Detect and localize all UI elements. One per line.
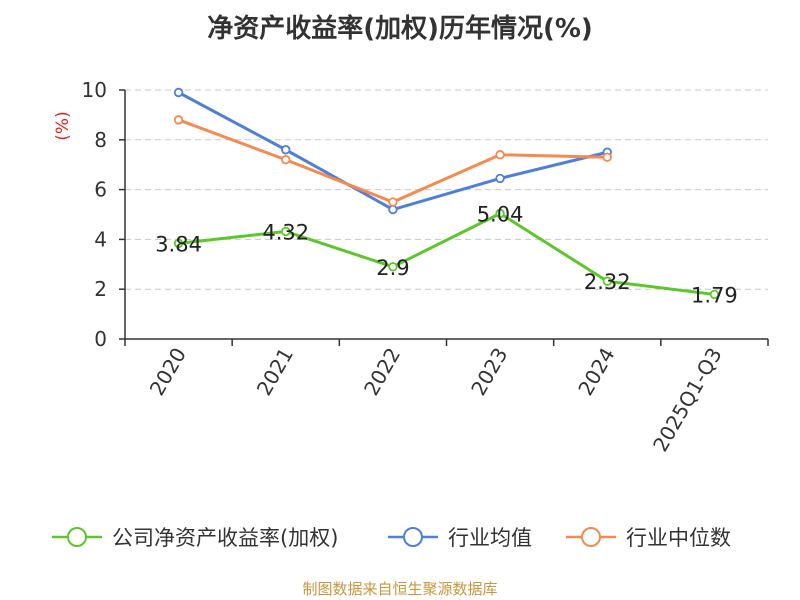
x-tick-label: 2024 xyxy=(573,344,619,400)
y-tick-label: 0 xyxy=(94,327,107,351)
x-tick-label: 2023 xyxy=(466,344,512,400)
x-tick-label: 2025Q1-Q3 xyxy=(648,344,727,456)
y-tick-label: 10 xyxy=(82,78,107,102)
legend-item-2[interactable]: 行业中位数 xyxy=(566,526,731,550)
series-line-2 xyxy=(178,118,608,204)
series-line-1 xyxy=(177,91,608,212)
source-note: 制图数据来自恒生聚源数据库 xyxy=(302,580,498,598)
data-label: 4.32 xyxy=(262,220,309,244)
series-point-2 xyxy=(281,155,291,165)
series-point-2 xyxy=(495,150,505,160)
series-point-0 xyxy=(173,238,184,249)
y-tick-label: 4 xyxy=(94,227,107,251)
series-point-1 xyxy=(388,204,398,215)
y-axis-label: (%) xyxy=(53,111,73,140)
series-point-0 xyxy=(281,226,291,237)
y-tick-label: 6 xyxy=(94,178,107,202)
data-label: 1.79 xyxy=(691,283,738,307)
legend[interactable]: 公司净资产收益率(加权) 行业均值 行业中位数 xyxy=(52,526,731,550)
series-point-1 xyxy=(173,87,184,98)
series-point-1 xyxy=(281,145,291,155)
data-labels: 3.84 4.32 2.9 5.04 2.32 1.79 xyxy=(155,203,738,308)
y-tick-label: 8 xyxy=(94,128,107,152)
data-label: 5.04 xyxy=(477,203,524,227)
series-point-0 xyxy=(709,289,720,300)
series-point-2 xyxy=(388,197,398,207)
legend-item-0[interactable]: 公司净资产收益率(加权) xyxy=(52,526,338,550)
series-line-0 xyxy=(178,212,715,296)
legend-item-1[interactable]: 行业均值 xyxy=(388,526,532,550)
series-point-2 xyxy=(602,152,612,162)
data-label: 3.84 xyxy=(155,232,202,256)
legend-label: 行业均值 xyxy=(448,526,532,550)
series-point-0 xyxy=(495,208,505,219)
x-tick-label: 2022 xyxy=(359,344,405,400)
legend-marker-icon xyxy=(67,527,87,547)
legend-label: 公司净资产收益率(加权) xyxy=(112,526,338,550)
series-point-0 xyxy=(602,276,612,286)
series xyxy=(173,87,720,300)
legend-label: 行业中位数 xyxy=(626,526,731,550)
legend-marker-icon xyxy=(581,527,601,547)
data-label: 2.9 xyxy=(376,256,409,280)
legend-marker-icon xyxy=(403,527,423,547)
x-tick-label: 2020 xyxy=(145,344,191,400)
chart-title: 净资产收益率(加权)历年情况(%) xyxy=(207,14,593,44)
data-label: 2.32 xyxy=(584,270,631,294)
grid-lines xyxy=(125,89,768,290)
series-point-2 xyxy=(173,115,184,125)
x-tick-label: 2021 xyxy=(252,344,298,400)
y-tick-label: 2 xyxy=(94,277,107,301)
axes: 0 2 4 6 8 10 2020 2021 2022 2023 2024 2025Q1-Q3 xyxy=(82,78,769,456)
series-point-1 xyxy=(495,173,505,184)
series-point-0 xyxy=(388,262,398,272)
